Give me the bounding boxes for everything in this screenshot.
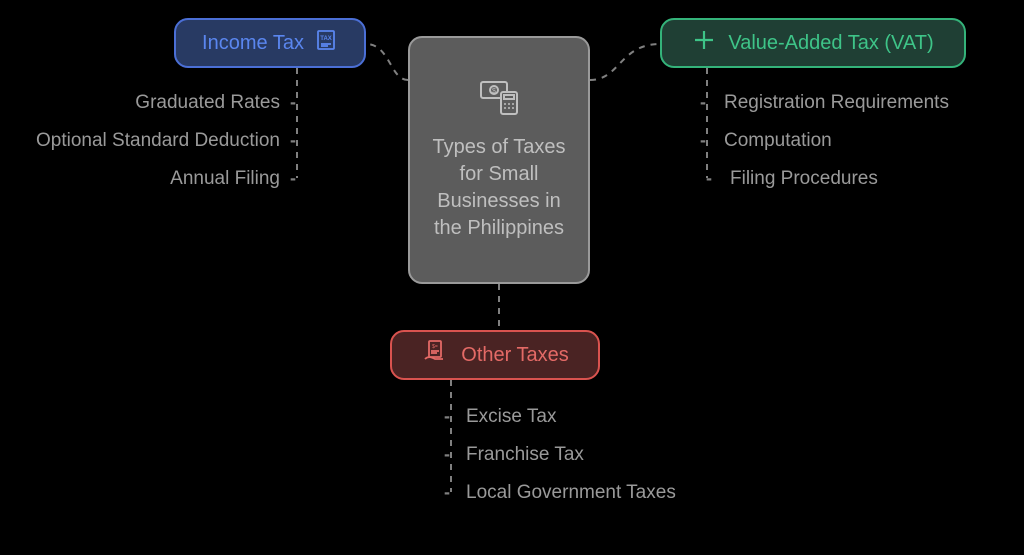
other-item-2: Franchise Tax bbox=[466, 444, 584, 466]
branch-vat: Value-Added Tax (VAT) bbox=[660, 18, 966, 68]
income-item-1: Graduated Rates bbox=[135, 92, 280, 114]
tick-mark: - bbox=[290, 168, 296, 189]
income-item-2: Optional Standard Deduction bbox=[36, 130, 280, 152]
center-title: Types of Taxes for Small Businesses in t… bbox=[426, 134, 572, 242]
tick-mark: - bbox=[700, 92, 706, 113]
vat-item-1: Registration Requirements bbox=[724, 92, 949, 114]
branch-other-label: Other Taxes bbox=[461, 344, 568, 367]
tax-doc-icon: TAX bbox=[314, 28, 338, 58]
tick-mark: - bbox=[444, 406, 450, 427]
money-calculator-icon: $ bbox=[475, 78, 523, 126]
tick-mark: - bbox=[290, 130, 296, 151]
tick-mark: - bbox=[290, 92, 296, 113]
center-node: $ Types of Taxes for Small Businesses in… bbox=[408, 36, 590, 284]
tick-mark: - bbox=[444, 482, 450, 503]
branch-income-tax-label: Income Tax bbox=[202, 32, 304, 55]
other-item-3: Local Government Taxes bbox=[466, 482, 676, 504]
tick-mark: - bbox=[700, 130, 706, 151]
svg-text:$: $ bbox=[492, 88, 496, 95]
plus-icon bbox=[692, 28, 716, 58]
branch-income-tax: Income Tax TAX bbox=[174, 18, 366, 68]
svg-text:TAX: TAX bbox=[320, 36, 332, 42]
tick-mark: - bbox=[444, 444, 450, 465]
branch-other-taxes: $= Other Taxes bbox=[390, 330, 600, 380]
vat-item-2: Computation bbox=[724, 130, 832, 152]
income-item-3: Annual Filing bbox=[170, 168, 280, 190]
vat-item-3: Filing Procedures bbox=[730, 168, 878, 190]
receipt-hand-icon: $= bbox=[421, 339, 449, 371]
other-item-1: Excise Tax bbox=[466, 406, 556, 428]
branch-vat-label: Value-Added Tax (VAT) bbox=[728, 32, 933, 55]
svg-text:$=: $= bbox=[432, 344, 438, 350]
tick-mark: - bbox=[706, 168, 712, 189]
